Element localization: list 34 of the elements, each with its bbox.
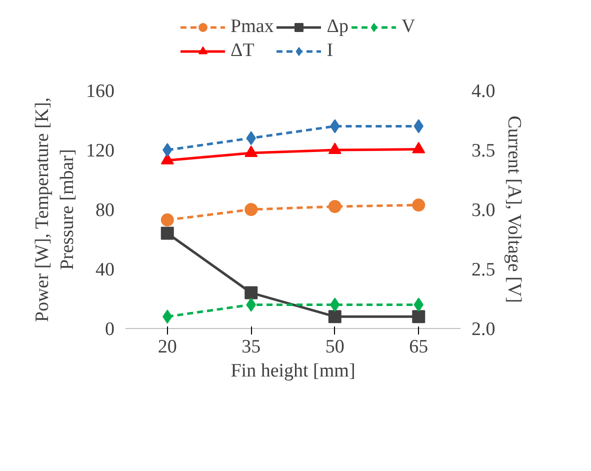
point (160, 213, 174, 226)
legend-label: Pmax (230, 16, 274, 38)
y-tick-label: 80 (96, 200, 114, 221)
y-tick-label: 40 (96, 260, 114, 280)
y2-tick-label: 2.5 (472, 260, 496, 280)
y-tick-label: 0 (105, 319, 114, 340)
x-tick-label: 50 (325, 336, 344, 358)
y2-tick-label: 3.0 (472, 200, 496, 221)
point (328, 142, 342, 154)
point (162, 143, 172, 157)
x-tick-label: 20 (158, 336, 177, 358)
y2-tick-label: 3.5 (472, 140, 496, 162)
point (412, 142, 426, 154)
point (160, 226, 174, 240)
y-tick-label: 160 (86, 81, 114, 102)
x-axis-title: Fin height [mm] (230, 360, 356, 382)
y-axis-title: Power [W], Temperature [K], Pressure [mbar] (32, 97, 78, 322)
y2-tick-label: 4.0 (472, 81, 496, 102)
point (244, 203, 258, 216)
legend-label: I (326, 40, 334, 62)
point (328, 310, 342, 324)
legend-label: ΔT (230, 40, 254, 62)
point (244, 286, 258, 300)
x-tick-label: 65 (409, 336, 428, 358)
legend-label: V (402, 16, 416, 38)
x-tick-label: 35 (242, 336, 261, 358)
y2-axis-title: Current [A], Voltage [V] (503, 116, 524, 303)
point (244, 146, 258, 157)
point (412, 310, 426, 324)
point (328, 200, 342, 214)
y-tick-label: 120 (86, 140, 114, 162)
y2-tick-label: 2.0 (472, 319, 496, 340)
point (412, 198, 426, 212)
legend-label: Δp (326, 16, 348, 38)
